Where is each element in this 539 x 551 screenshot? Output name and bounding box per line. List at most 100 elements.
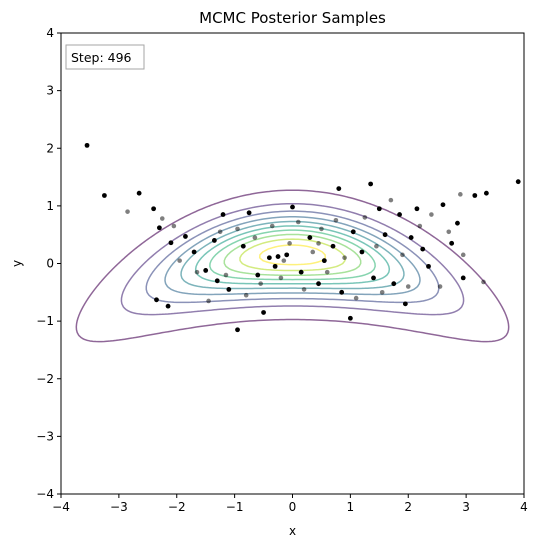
y-tick-label: −1 <box>36 314 54 328</box>
x-tick-label: −4 <box>52 500 70 514</box>
older-sample-point <box>354 296 359 301</box>
sample-point <box>368 182 373 187</box>
older-sample-point <box>438 284 443 289</box>
y-tick-label: 4 <box>46 26 54 40</box>
older-sample-point <box>406 284 411 289</box>
y-axis-ticks: −4 −3 −2 −1 0 1 2 3 4 <box>36 26 61 501</box>
sample-point <box>360 250 365 255</box>
sample-point <box>403 301 408 306</box>
sample-point <box>102 193 107 198</box>
y-axis-label: y <box>10 260 24 267</box>
sample-point <box>192 250 197 255</box>
sample-point <box>426 264 431 269</box>
y-tick-label: −3 <box>36 429 54 443</box>
sample-point <box>415 206 420 211</box>
sample-point <box>255 273 260 278</box>
sample-point <box>516 179 521 184</box>
x-tick-label: 2 <box>404 500 412 514</box>
sample-point <box>441 202 446 207</box>
older-sample-point <box>258 281 263 286</box>
sample-point <box>221 212 226 217</box>
sample-point <box>322 258 327 263</box>
sample-point <box>203 268 208 273</box>
older-sample-point <box>235 227 240 232</box>
older-sample-point <box>270 224 275 229</box>
sample-point <box>484 191 489 196</box>
y-tick-label: 1 <box>46 199 54 213</box>
sample-point <box>348 316 353 321</box>
older-sample-point <box>296 220 301 225</box>
sample-point <box>235 327 240 332</box>
older-sample-point <box>244 293 249 298</box>
y-tick-label: −2 <box>36 372 54 386</box>
older-sample-point <box>282 258 287 263</box>
sample-point <box>331 244 336 249</box>
older-sample-point <box>287 241 292 246</box>
older-sample-point <box>125 209 130 214</box>
sample-point <box>166 304 171 309</box>
older-sample-point <box>325 270 330 275</box>
plot-area <box>61 33 524 494</box>
older-sample-point <box>461 253 466 258</box>
older-sample-point <box>310 250 315 255</box>
older-sample-point <box>342 255 347 260</box>
sample-point <box>212 238 217 243</box>
sample-point <box>183 234 188 239</box>
older-sample-point <box>429 212 434 217</box>
sample-point <box>461 276 466 281</box>
y-tick-label: 2 <box>46 141 54 155</box>
sample-point <box>85 143 90 148</box>
sample-point <box>157 225 162 230</box>
x-tick-label: 4 <box>520 500 528 514</box>
sample-point <box>472 193 477 198</box>
older-sample-point <box>389 198 394 203</box>
sample-point <box>215 278 220 283</box>
older-sample-point <box>418 224 423 229</box>
sample-point <box>351 229 356 234</box>
sample-point <box>455 221 460 226</box>
sample-point <box>273 264 278 269</box>
sample-point <box>261 310 266 315</box>
sample-point <box>151 206 156 211</box>
older-sample-point <box>206 299 211 304</box>
sample-point <box>267 255 272 260</box>
sample-point <box>449 241 454 246</box>
sample-point <box>284 252 289 257</box>
y-tick-label: 3 <box>46 84 54 98</box>
sample-point <box>241 244 246 249</box>
sample-point <box>339 290 344 295</box>
x-tick-label: 0 <box>289 500 297 514</box>
older-sample-point <box>218 230 223 235</box>
sample-point <box>247 210 252 215</box>
sample-point <box>371 276 376 281</box>
sample-point <box>336 186 341 191</box>
step-annotation: Step: 496 <box>66 45 144 69</box>
x-axis-ticks: −4 −3 −2 −1 0 1 2 3 4 <box>52 494 528 514</box>
sample-point <box>276 254 281 259</box>
sample-point <box>391 281 396 286</box>
sample-point <box>307 235 312 240</box>
chart-title: MCMC Posterior Samples <box>199 9 386 27</box>
older-sample-point <box>319 227 324 232</box>
older-sample-point <box>253 235 258 240</box>
older-sample-point <box>374 244 379 249</box>
older-sample-point <box>279 276 284 281</box>
sample-point <box>420 247 425 252</box>
x-tick-label: 3 <box>462 500 470 514</box>
sample-point <box>137 191 142 196</box>
x-tick-label: −3 <box>110 500 128 514</box>
sample-point <box>316 281 321 286</box>
sample-point <box>397 212 402 217</box>
older-sample-point <box>195 270 200 275</box>
x-tick-label: 1 <box>347 500 355 514</box>
sample-point <box>409 235 414 240</box>
x-tick-label: −1 <box>226 500 244 514</box>
older-sample-point <box>380 290 385 295</box>
sample-point <box>154 297 159 302</box>
x-axis-label: x <box>289 524 296 538</box>
sample-point <box>169 240 174 245</box>
x-tick-label: −2 <box>168 500 186 514</box>
sample-point <box>299 270 304 275</box>
